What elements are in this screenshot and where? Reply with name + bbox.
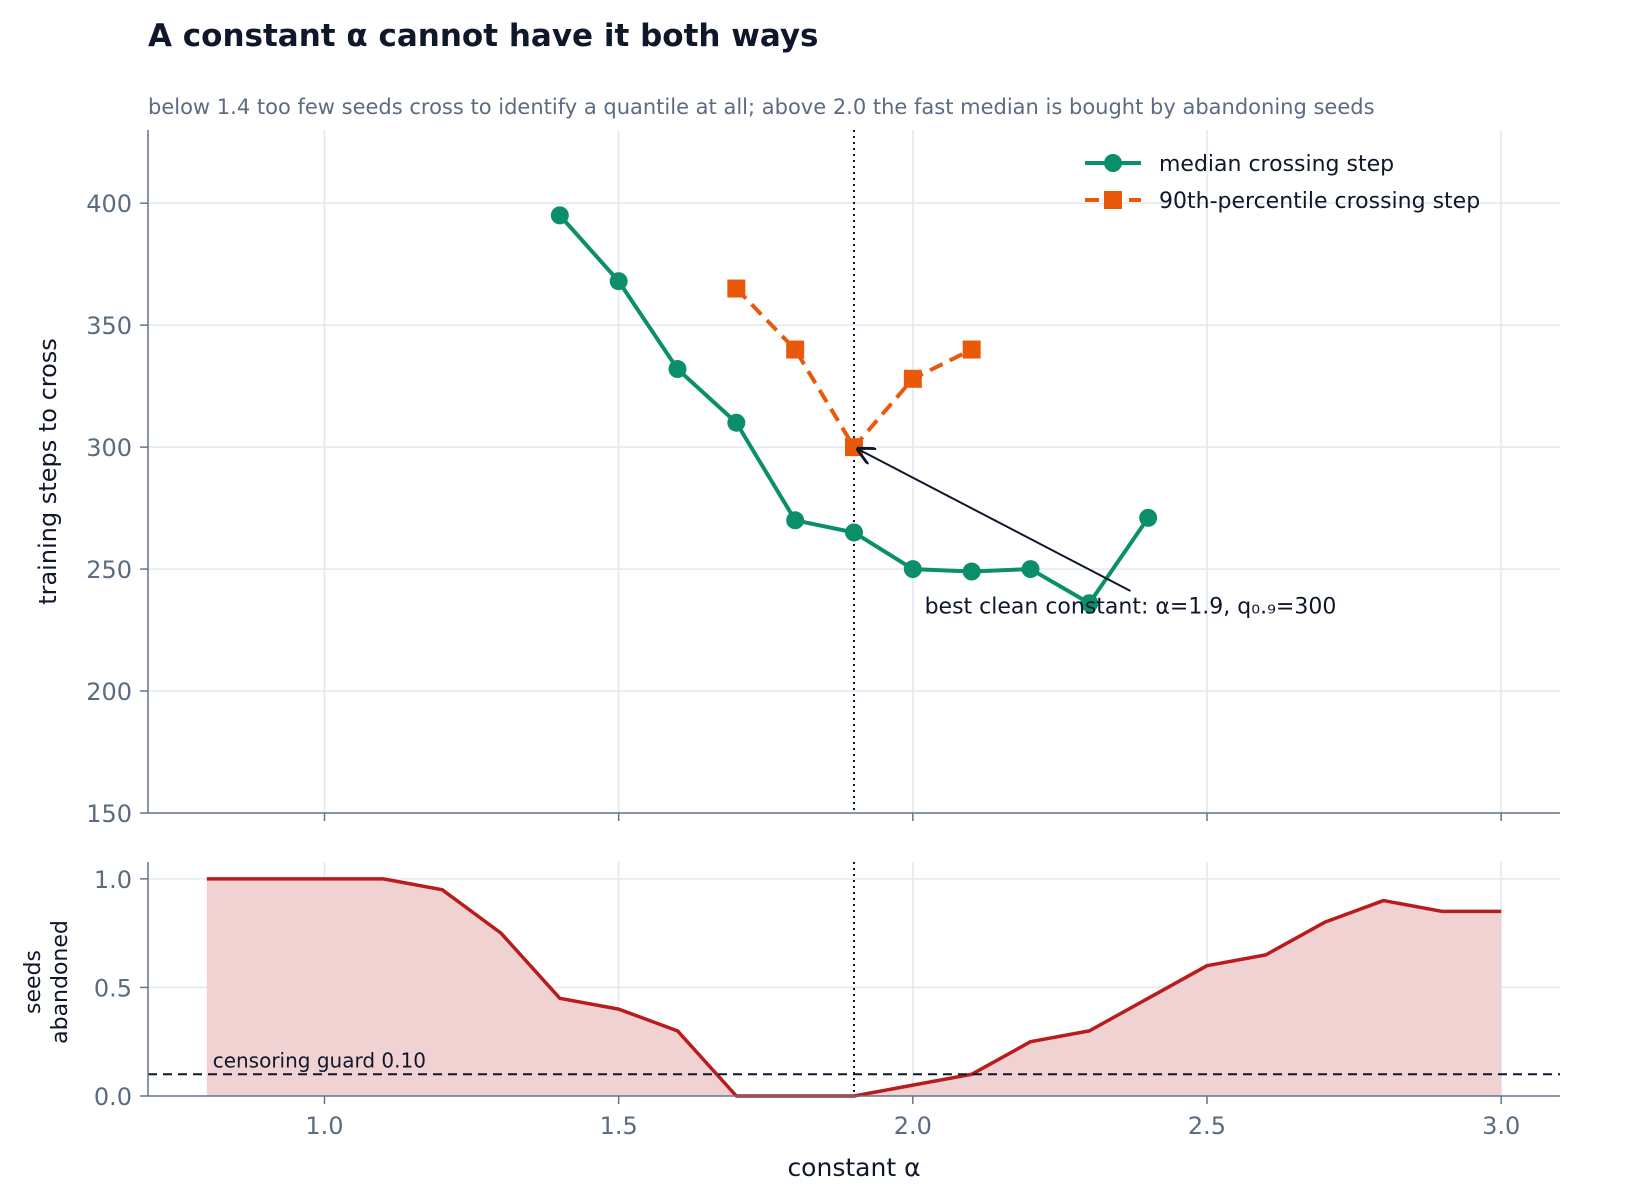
top-y-tick-label: 250 — [86, 556, 132, 584]
median-point — [786, 511, 805, 530]
censoring-guard-label: censoring guard 0.10 — [213, 1048, 426, 1072]
median-point — [903, 560, 922, 579]
top-y-tick-label: 150 — [86, 800, 132, 828]
p90-point — [962, 340, 981, 359]
bottom-y-tick-label: 0.5 — [94, 974, 132, 1002]
bottom-x-tick-label: 1.0 — [305, 1112, 343, 1140]
top-panel: 150 200 250 300 350 400 training steps to cros… — [34, 130, 1560, 828]
series-line-p90 — [734, 287, 973, 450]
legend-p90-marker — [1104, 191, 1122, 209]
median-point — [727, 413, 746, 432]
bottom-x-tick-label: 1.5 — [600, 1112, 638, 1140]
p90-point — [903, 369, 922, 388]
bottom-y-axis-label-line2: abandoned — [48, 920, 73, 1044]
median-point — [1080, 594, 1099, 613]
chart-title: A constant α cannot have it both ways — [148, 18, 819, 54]
bottom-x-tick-label: 3.0 — [1482, 1112, 1520, 1140]
top-y-axis-label: training steps to cross — [34, 338, 62, 605]
top-y-tick-label: 400 — [86, 190, 132, 218]
bottom-panel: 0.0 0.5 1.0 censoring guard 0.10 1.0 1.5 2.0 2.… — [21, 862, 1560, 1182]
bottom-y-axis-label-line1: seeds — [21, 950, 46, 1014]
p90-point — [786, 340, 805, 359]
legend-median-label: median crossing step — [1159, 152, 1394, 177]
p90-point — [727, 279, 746, 298]
p90-point — [845, 438, 863, 457]
abandoned-area-fill — [206, 878, 1502, 1096]
bottom-y-tick-label: 0.0 — [94, 1083, 132, 1111]
bottom-x-axis-label: constant α — [787, 1153, 920, 1182]
bottom-x-tick-label: 2.5 — [1188, 1112, 1226, 1140]
annotation-text: best clean constant: α=1.9, q₀.₉=300 — [925, 594, 1337, 619]
bottom-y-tick-label: 1.0 — [94, 866, 132, 894]
top-y-tick-label: 200 — [86, 678, 132, 706]
median-point — [550, 206, 569, 225]
legend-median-marker — [1104, 154, 1122, 172]
median-point — [962, 562, 981, 581]
median-point — [609, 272, 628, 291]
top-y-tick-label: 350 — [86, 312, 132, 340]
median-point — [1021, 560, 1040, 579]
bottom-x-tick-label: 2.0 — [894, 1112, 932, 1140]
median-point — [1139, 508, 1158, 527]
annotation-arrow — [858, 449, 1131, 592]
legend-p90-label: 90th-percentile crossing step — [1159, 189, 1480, 214]
median-point — [668, 360, 687, 379]
median-point — [845, 523, 863, 542]
chart-subtitle: below 1.4 too few seeds cross to identif… — [148, 95, 1375, 119]
top-y-tick-label: 300 — [86, 434, 132, 462]
